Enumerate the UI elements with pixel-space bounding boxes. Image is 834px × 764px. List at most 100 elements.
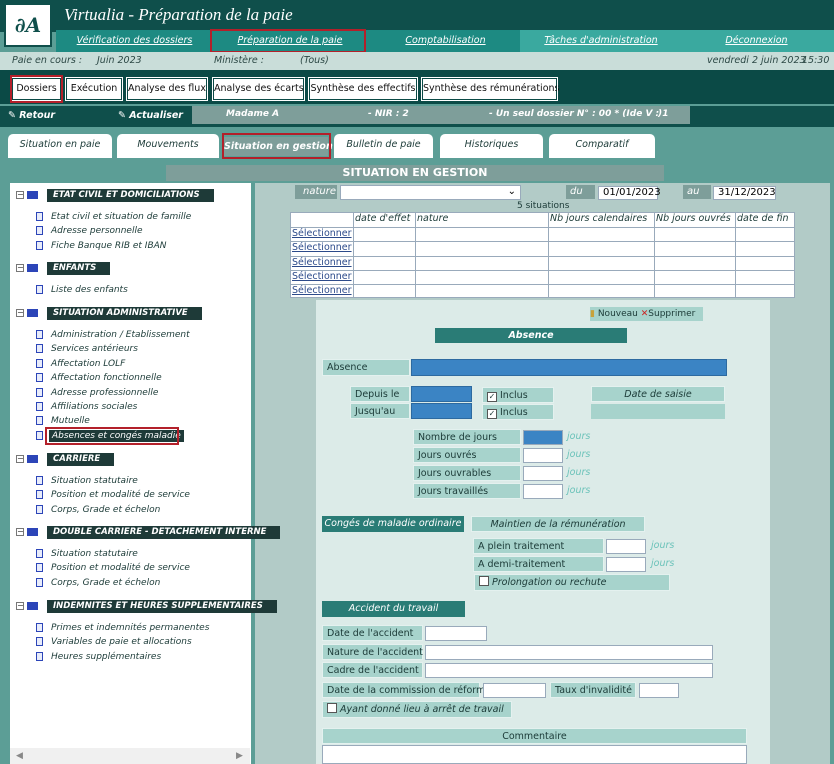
checkbox-label[interactable]: Prolongation ou rechute [492,577,607,588]
sub-tab[interactable]: Situation en paie [8,134,112,158]
checkbox[interactable]: ✓ Inclus [482,387,554,403]
main-tab[interactable]: Synthèse des effectifs [308,77,418,101]
status-value: Juin 2023 [97,55,142,66]
status-value: (Tous) [300,55,329,66]
tree-item[interactable]: Adresse professionnelle [51,387,159,398]
form-header: Absence [435,328,627,343]
person: Madame A [226,109,280,119]
checkbox[interactable]: Ayant donné lieu à arrêt de travail [322,701,512,718]
doc-icon [36,637,43,647]
date-input[interactable] [425,626,487,641]
tree-item[interactable]: Position et modalité de service [51,563,190,574]
nav-link[interactable]: Tâches d'administration [544,35,658,46]
tree-item[interactable]: Situation statutaire [51,549,138,559]
tree-item[interactable]: Services antérieurs [51,344,138,355]
days-input[interactable] [606,557,646,572]
collapse-icon: − [16,454,24,463]
tree-item[interactable]: Corps, Grade et échelon [51,577,161,588]
days-input[interactable] [523,466,563,481]
button-label[interactable]: Retour [19,110,56,121]
row-link[interactable]: Sélectionner [292,270,352,282]
tree-item[interactable]: Mutuelle [51,416,90,427]
days-input[interactable] [523,430,563,445]
row-link[interactable]: Sélectionner [292,256,352,268]
tree-item[interactable]: Affectation LOLF [51,358,126,369]
text-input[interactable] [425,663,713,678]
main-tab[interactable]: Dossiers [11,77,62,101]
nav-link[interactable]: Déconnexion [725,35,788,46]
tree-item[interactable]: Primes et indemnités permanentes [51,623,210,633]
main-tab[interactable]: Synthèse des rémunérations [421,77,559,101]
sub-tab[interactable]: Comparatif [549,134,655,158]
nav-link[interactable]: Vérification des dossiers [76,35,193,46]
checkbox-label[interactable]: Ayant donné lieu à arrêt de travail [340,704,504,715]
back-button[interactable]: ✎ Retour [8,110,56,121]
tree-item[interactable]: Affiliations sociales [51,402,138,412]
tree-item[interactable]: Situation statutaire [51,476,138,486]
absence-input[interactable] [411,359,727,376]
days-input[interactable] [523,448,563,463]
checkbox-label[interactable]: Inclus [500,390,528,401]
row-link[interactable]: Sélectionner [292,242,352,254]
scrollbar[interactable]: ◀ ▶ [10,748,250,764]
refresh-button[interactable]: ✎ Actualiser [118,110,183,121]
date-input[interactable]: 31/12/2023 [713,186,776,200]
field-label: Taux d'invalidité [550,682,636,698]
doc-icon [36,623,43,632]
tree-item[interactable]: Administration / Etablissement [51,330,190,340]
tree-group[interactable]: ETAT CIVIL ET DOMICILIATIONS [47,189,214,202]
row-rule [290,255,795,257]
tree-item[interactable]: Fiche Banque RIB et IBAN [51,240,167,251]
nav-link[interactable]: Comptabilisation [405,35,486,46]
delete-button[interactable]: Supprimer [648,309,696,319]
row-link[interactable]: Sélectionner [292,285,352,297]
sub-tab[interactable]: Historiques [440,134,543,158]
days-input[interactable] [606,539,646,554]
date-input[interactable] [483,683,546,698]
nature-select[interactable]: ⌄ [340,185,521,200]
row-rule [290,269,795,271]
button-label[interactable]: Actualiser [129,110,183,121]
main-tab[interactable]: Analyse des flux [126,77,208,101]
text-input[interactable] [425,645,713,660]
tree-item[interactable]: Affectation fonctionnelle [51,373,162,384]
date-input[interactable] [411,403,472,419]
tree-group[interactable]: INDEMNITES ET HEURES SUPPLEMENTAIRES [47,600,277,613]
checkbox-label[interactable]: Inclus [500,407,528,418]
main-tab[interactable]: Exécution [65,77,123,101]
date-input[interactable]: 01/01/2023 [598,186,661,200]
tree-item[interactable]: Absences et congés maladie [49,429,184,442]
checkbox[interactable]: Prolongation ou rechute [474,574,670,591]
main-tab[interactable]: Analyse des écarts [212,77,305,101]
new-button[interactable]: Nouveau [597,309,638,319]
tree-item[interactable]: Etat civil et situation de famille [51,212,192,222]
tree-item[interactable]: Variables de paie et allocations [51,637,192,648]
tree-item[interactable]: Position et modalité de service [51,490,190,501]
sub-tab[interactable]: Mouvements [117,134,219,158]
tree-item[interactable]: Corps, Grade et échelon [51,504,161,515]
tree-group[interactable]: CARRIERE [47,453,115,466]
sub-tab[interactable]: Bulletin de paie [334,134,433,158]
sub-tab[interactable]: Situation en gestion [224,137,333,156]
date-input[interactable] [411,386,472,402]
days-input[interactable] [523,484,563,499]
tree-group[interactable]: ENFANTS [47,262,111,275]
doc-icon [36,358,43,368]
nav-link[interactable]: Préparation de la paie [237,35,343,46]
doc-icon [36,490,43,500]
tree-group[interactable]: SITUATION ADMINISTRATIVE [47,307,202,320]
row-link[interactable]: Sélectionner [292,228,352,239]
comment-input[interactable] [322,745,747,764]
tree-item[interactable]: Heures supplémentaires [51,651,162,662]
status-label: Ministère : [214,55,264,66]
tree-group[interactable]: DOUBLE CARRIERE - DETACHEMENT INTERNE [47,526,281,539]
tree-item[interactable]: Liste des enfants [51,285,128,295]
doc-icon [36,577,43,587]
field-label: Jours ouvrés [413,447,521,463]
status-time: 15:30 [802,55,830,66]
tree-item[interactable]: Adresse personnelle [51,226,143,237]
doc-icon [36,651,43,661]
text-input[interactable] [639,683,679,698]
checkbox[interactable]: ✓ Inclus [482,404,554,420]
row-rule [290,241,795,243]
